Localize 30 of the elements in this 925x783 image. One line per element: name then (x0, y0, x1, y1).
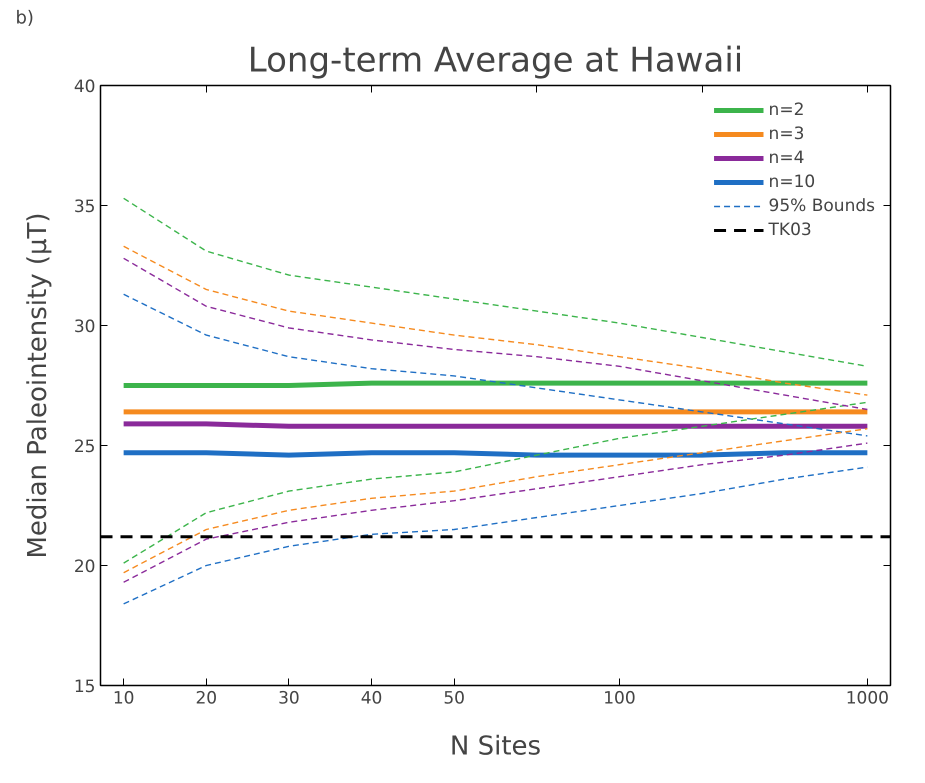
x-tick-label: 30 (278, 688, 300, 708)
chart-title: Long-term Average at Hawaii (248, 40, 744, 80)
x-tick-label: 100 (603, 688, 636, 708)
legend-label: 95% Bounds (768, 196, 875, 216)
line-series (122, 402, 868, 564)
text: b) (16, 8, 34, 28)
y-tick-label: 25 (74, 437, 96, 457)
y-tick-label: 35 (74, 197, 96, 217)
line-series (122, 442, 868, 583)
y-tick-label: 15 (74, 677, 96, 697)
legend-label: n=4 (768, 148, 804, 168)
y-tick-label: 30 (74, 317, 96, 337)
line-series (122, 294, 868, 437)
y-tick-label: 40 (74, 77, 96, 97)
legend-label: n=2 (768, 100, 804, 120)
x-tick-label: 40 (360, 688, 382, 708)
line-series (122, 246, 868, 396)
x-tick-label: 10 (112, 688, 134, 708)
x-axis-title: N Sites (450, 732, 542, 762)
line-series (122, 466, 868, 605)
x-tick-label: 20 (195, 688, 218, 708)
legend-label: n=3 (768, 124, 804, 144)
x-tick-label: 1000 (846, 688, 889, 708)
y-axis-title: Median Paleointensity (μT) (22, 212, 53, 559)
legend-label: n=10 (768, 172, 816, 192)
legend-label: TK03 (768, 220, 812, 240)
line-series (122, 428, 868, 574)
y-tick-label: 20 (74, 557, 96, 577)
line-series (122, 258, 868, 410)
x-tick-label: 50 (443, 688, 466, 708)
